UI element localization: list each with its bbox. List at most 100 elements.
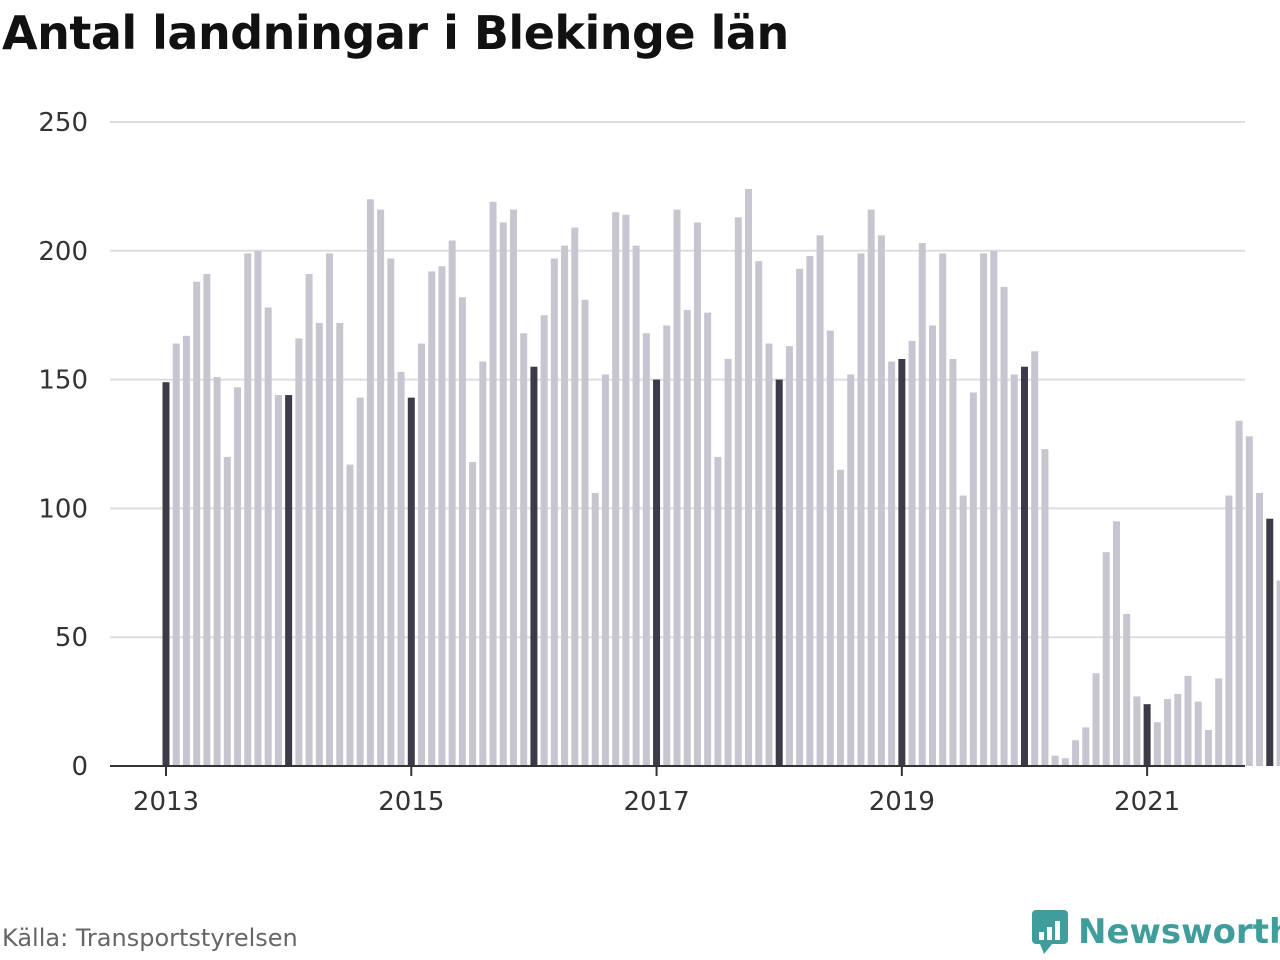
- bar: [785, 346, 793, 766]
- bar: [1225, 495, 1233, 766]
- bar: [1276, 580, 1280, 766]
- bar: [479, 361, 487, 766]
- x-tick-label: 2019: [869, 787, 935, 817]
- bar: [734, 217, 742, 766]
- bar: [244, 253, 252, 767]
- bar: [223, 456, 231, 766]
- bar: [1102, 552, 1110, 766]
- bar: [234, 387, 242, 766]
- bar: [458, 297, 466, 766]
- bar: [182, 335, 190, 766]
- bar: [1112, 521, 1120, 766]
- bar: [1174, 693, 1182, 766]
- y-tick-label: 250: [38, 108, 88, 138]
- bar: [550, 258, 558, 766]
- bar-series: [162, 188, 1280, 767]
- bar: [806, 255, 814, 766]
- newsworthy-logo-icon: [1032, 910, 1068, 954]
- bar: [520, 333, 528, 766]
- bar: [540, 315, 548, 766]
- bar: [561, 245, 569, 766]
- bar: [949, 358, 957, 766]
- bar: [1204, 729, 1212, 766]
- bar: [929, 325, 936, 766]
- bar: [601, 374, 609, 766]
- bar: [326, 253, 334, 767]
- bar: [745, 188, 753, 766]
- bar: [1143, 704, 1151, 766]
- bar: [377, 209, 385, 767]
- bar: [918, 243, 926, 766]
- bar: [847, 374, 855, 766]
- bar: [1061, 758, 1069, 766]
- bar: [857, 253, 865, 767]
- bar: [1235, 420, 1243, 766]
- bar: [397, 371, 405, 766]
- bar: [571, 227, 579, 767]
- bar: [1031, 351, 1039, 766]
- bar: [990, 250, 998, 767]
- bar: [448, 240, 456, 767]
- bar: [1245, 436, 1253, 766]
- y-tick-label: 0: [71, 752, 88, 782]
- bar: [469, 462, 477, 766]
- y-tick-label: 150: [38, 366, 88, 396]
- bar: [428, 271, 436, 766]
- axes: [110, 765, 1245, 776]
- bar: [704, 312, 712, 766]
- bar: [816, 235, 824, 766]
- bar: [162, 382, 170, 766]
- bar: [203, 273, 211, 766]
- bar: [407, 397, 415, 766]
- source-note: Källa: Transportstyrelsen: [2, 924, 298, 952]
- bar: [1092, 673, 1100, 766]
- bar: [581, 299, 589, 766]
- bar: [356, 397, 364, 766]
- x-tick-label: 2013: [133, 787, 199, 817]
- bar: [499, 222, 507, 767]
- bar: [305, 273, 313, 766]
- bar: [622, 214, 630, 767]
- bar: [295, 338, 303, 766]
- bar: [724, 358, 732, 766]
- bar: [980, 253, 988, 767]
- bar: [213, 377, 221, 766]
- bar: [366, 199, 374, 766]
- bar: [346, 464, 354, 766]
- y-axis-labels: 0 50 100 150 200 250: [38, 108, 88, 782]
- bar: [693, 222, 701, 767]
- brand-logo: Newsworthy: [1030, 908, 1280, 956]
- bar: [193, 281, 201, 766]
- bar: [1194, 701, 1202, 766]
- bar: [315, 322, 323, 766]
- y-tick-label: 100: [38, 494, 88, 524]
- bar: [1184, 675, 1192, 766]
- bar: [591, 492, 599, 766]
- bar: [172, 343, 180, 766]
- bar: [1000, 286, 1008, 766]
- bar: [1164, 699, 1172, 766]
- bar: [418, 343, 425, 766]
- bar: [264, 307, 272, 766]
- bar: [898, 358, 906, 766]
- bar: [1153, 722, 1161, 766]
- x-tick-label: 2015: [378, 787, 444, 817]
- bar: [1041, 449, 1049, 766]
- bar: [254, 250, 262, 767]
- bar: [877, 235, 885, 766]
- bar: [755, 261, 763, 766]
- bar: [1051, 755, 1059, 766]
- bar: [489, 201, 497, 766]
- bar: [908, 340, 916, 766]
- bar: [1215, 678, 1223, 766]
- bar: [642, 333, 650, 766]
- bar: [1256, 492, 1264, 766]
- bar: [969, 392, 977, 766]
- bar: [1266, 518, 1274, 766]
- bar: [285, 395, 293, 766]
- bar: [632, 245, 640, 766]
- bar: [1010, 374, 1018, 766]
- x-axis-labels: 201320152017201920212023: [133, 787, 1180, 817]
- bar: [663, 325, 671, 766]
